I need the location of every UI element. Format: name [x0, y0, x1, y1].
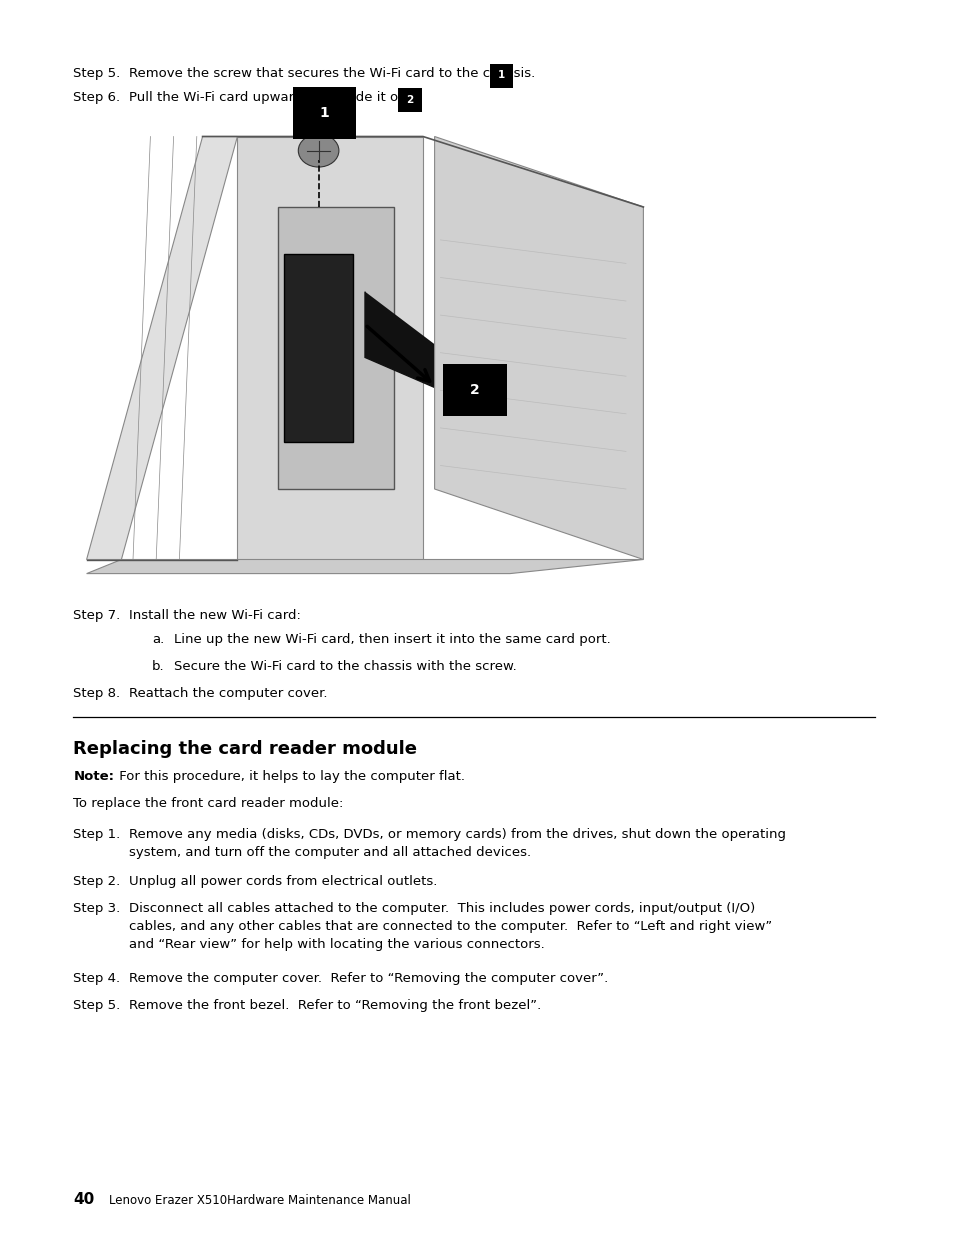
- Text: Step 3.: Step 3.: [73, 902, 121, 915]
- Text: Unplug all power cords from electrical outlets.: Unplug all power cords from electrical o…: [129, 876, 437, 888]
- Polygon shape: [87, 559, 642, 573]
- Text: Step 2.: Step 2.: [73, 876, 121, 888]
- Polygon shape: [283, 254, 353, 442]
- Text: Note:: Note:: [73, 769, 114, 783]
- Polygon shape: [87, 137, 237, 559]
- FancyBboxPatch shape: [443, 364, 507, 416]
- Text: b.: b.: [152, 659, 164, 673]
- Text: Disconnect all cables attached to the computer.  This includes power cords, inpu: Disconnect all cables attached to the co…: [129, 902, 772, 951]
- Text: Lenovo Erazer X510Hardware Maintenance Manual: Lenovo Erazer X510Hardware Maintenance M…: [109, 1194, 410, 1207]
- Text: Step 7.: Step 7.: [73, 609, 121, 622]
- FancyBboxPatch shape: [489, 63, 513, 88]
- Text: Step 5.: Step 5.: [73, 67, 121, 80]
- FancyBboxPatch shape: [293, 88, 355, 138]
- Text: Step 6.: Step 6.: [73, 91, 120, 104]
- Text: Replacing the card reader module: Replacing the card reader module: [73, 740, 417, 758]
- Circle shape: [298, 135, 338, 167]
- Text: Step 5.: Step 5.: [73, 999, 121, 1011]
- Text: 1: 1: [497, 70, 504, 80]
- Text: Remove the screw that secures the Wi-Fi card to the chassis.: Remove the screw that secures the Wi-Fi …: [129, 67, 535, 80]
- Text: Reattach the computer cover.: Reattach the computer cover.: [129, 687, 328, 700]
- Polygon shape: [237, 137, 422, 559]
- Text: 1: 1: [319, 106, 329, 120]
- Text: Line up the new Wi-Fi card, then insert it into the same card port.: Line up the new Wi-Fi card, then insert …: [174, 634, 610, 646]
- Text: Remove the front bezel.  Refer to “Removing the front bezel”.: Remove the front bezel. Refer to “Removi…: [129, 999, 541, 1011]
- Text: Step 8.: Step 8.: [73, 687, 120, 700]
- Text: For this procedure, it helps to lay the computer flat.: For this procedure, it helps to lay the …: [114, 769, 464, 783]
- Text: Step 4.: Step 4.: [73, 972, 120, 986]
- Text: Secure the Wi-Fi card to the chassis with the screw.: Secure the Wi-Fi card to the chassis wit…: [174, 659, 517, 673]
- Text: To replace the front card reader module:: To replace the front card reader module:: [73, 797, 343, 810]
- Text: 2: 2: [470, 383, 479, 398]
- Text: a.: a.: [152, 634, 164, 646]
- Polygon shape: [435, 137, 642, 559]
- Text: 40: 40: [73, 1192, 94, 1207]
- Text: Install the new Wi-Fi card:: Install the new Wi-Fi card:: [129, 609, 301, 622]
- Text: 2: 2: [406, 95, 414, 105]
- FancyBboxPatch shape: [398, 88, 421, 111]
- Text: Remove any media (disks, CDs, DVDs, or memory cards) from the drives, shut down : Remove any media (disks, CDs, DVDs, or m…: [129, 827, 785, 860]
- Polygon shape: [277, 207, 394, 489]
- Text: Step 1.: Step 1.: [73, 827, 121, 841]
- Polygon shape: [365, 291, 492, 395]
- Text: Pull the Wi-Fi card upward then slide it out.: Pull the Wi-Fi card upward then slide it…: [129, 91, 416, 104]
- Text: Remove the computer cover.  Refer to “Removing the computer cover”.: Remove the computer cover. Refer to “Rem…: [129, 972, 608, 986]
